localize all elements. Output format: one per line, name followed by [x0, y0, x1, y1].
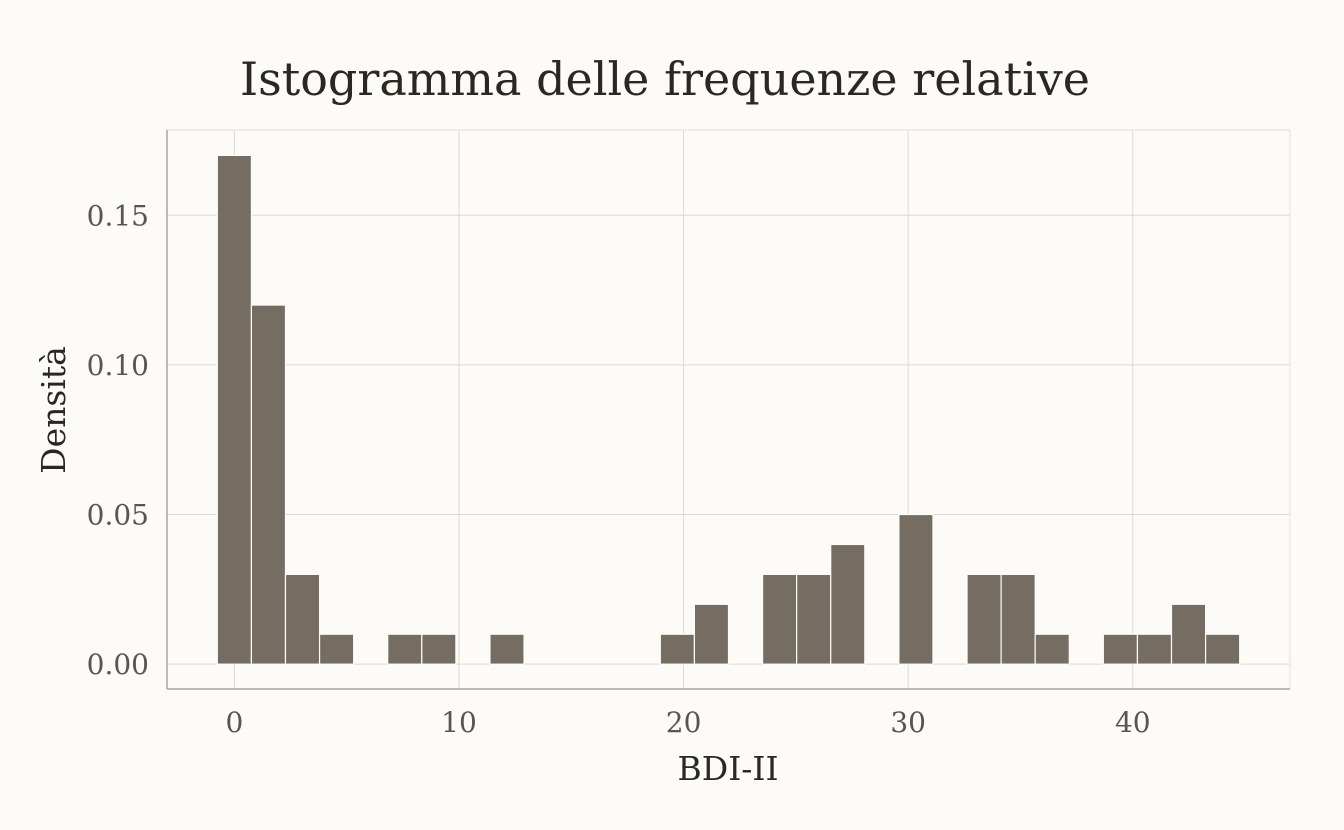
y-tick-label-0: 0.00 [87, 648, 149, 681]
y-axis-ticks: 0.00 0.05 0.10 0.15 [87, 199, 149, 681]
y-tick-label-3: 0.15 [87, 199, 149, 232]
x-tick-label-1: 10 [441, 706, 477, 739]
y-axis-label: Densità [34, 346, 73, 474]
histogram-bar-11 [830, 543, 866, 665]
histogram-bar-16 [1102, 633, 1139, 665]
histogram-bar-0 [216, 154, 253, 665]
histogram-bar-3 [318, 633, 355, 665]
y-tick-label-2: 0.10 [87, 349, 149, 382]
chart-title: Istogramma delle frequenze relative [240, 52, 1090, 106]
histogram-bar-15 [1034, 633, 1070, 665]
histogram-bar-17 [1136, 633, 1173, 665]
histogram-bar-13 [966, 573, 1002, 665]
x-tick-label-0: 0 [225, 706, 243, 739]
histogram-bar-1 [250, 304, 287, 665]
x-tick-label-3: 30 [890, 706, 926, 739]
y-tick-label-1: 0.05 [87, 499, 149, 532]
histogram-bar-9 [761, 573, 798, 665]
histogram-bar-7 [659, 633, 696, 665]
histogram-bar-14 [1000, 573, 1036, 665]
histogram-bar-2 [284, 573, 321, 665]
histogram-bar-6 [489, 633, 525, 665]
histogram-bars [216, 154, 1241, 665]
x-tick-label-2: 20 [666, 706, 702, 739]
histogram-bar-8 [693, 603, 730, 665]
histogram-bar-19 [1204, 633, 1241, 665]
histogram-bar-5 [421, 633, 457, 665]
x-axis-ticks: 0 10 20 30 40 [225, 706, 1150, 739]
x-tick-label-4: 40 [1115, 706, 1151, 739]
histogram-bar-12 [898, 513, 934, 665]
histogram-bar-18 [1170, 603, 1207, 665]
histogram-bar-10 [796, 573, 832, 665]
x-axis-label: BDI-II [678, 749, 779, 788]
histogram-bar-4 [387, 633, 423, 665]
